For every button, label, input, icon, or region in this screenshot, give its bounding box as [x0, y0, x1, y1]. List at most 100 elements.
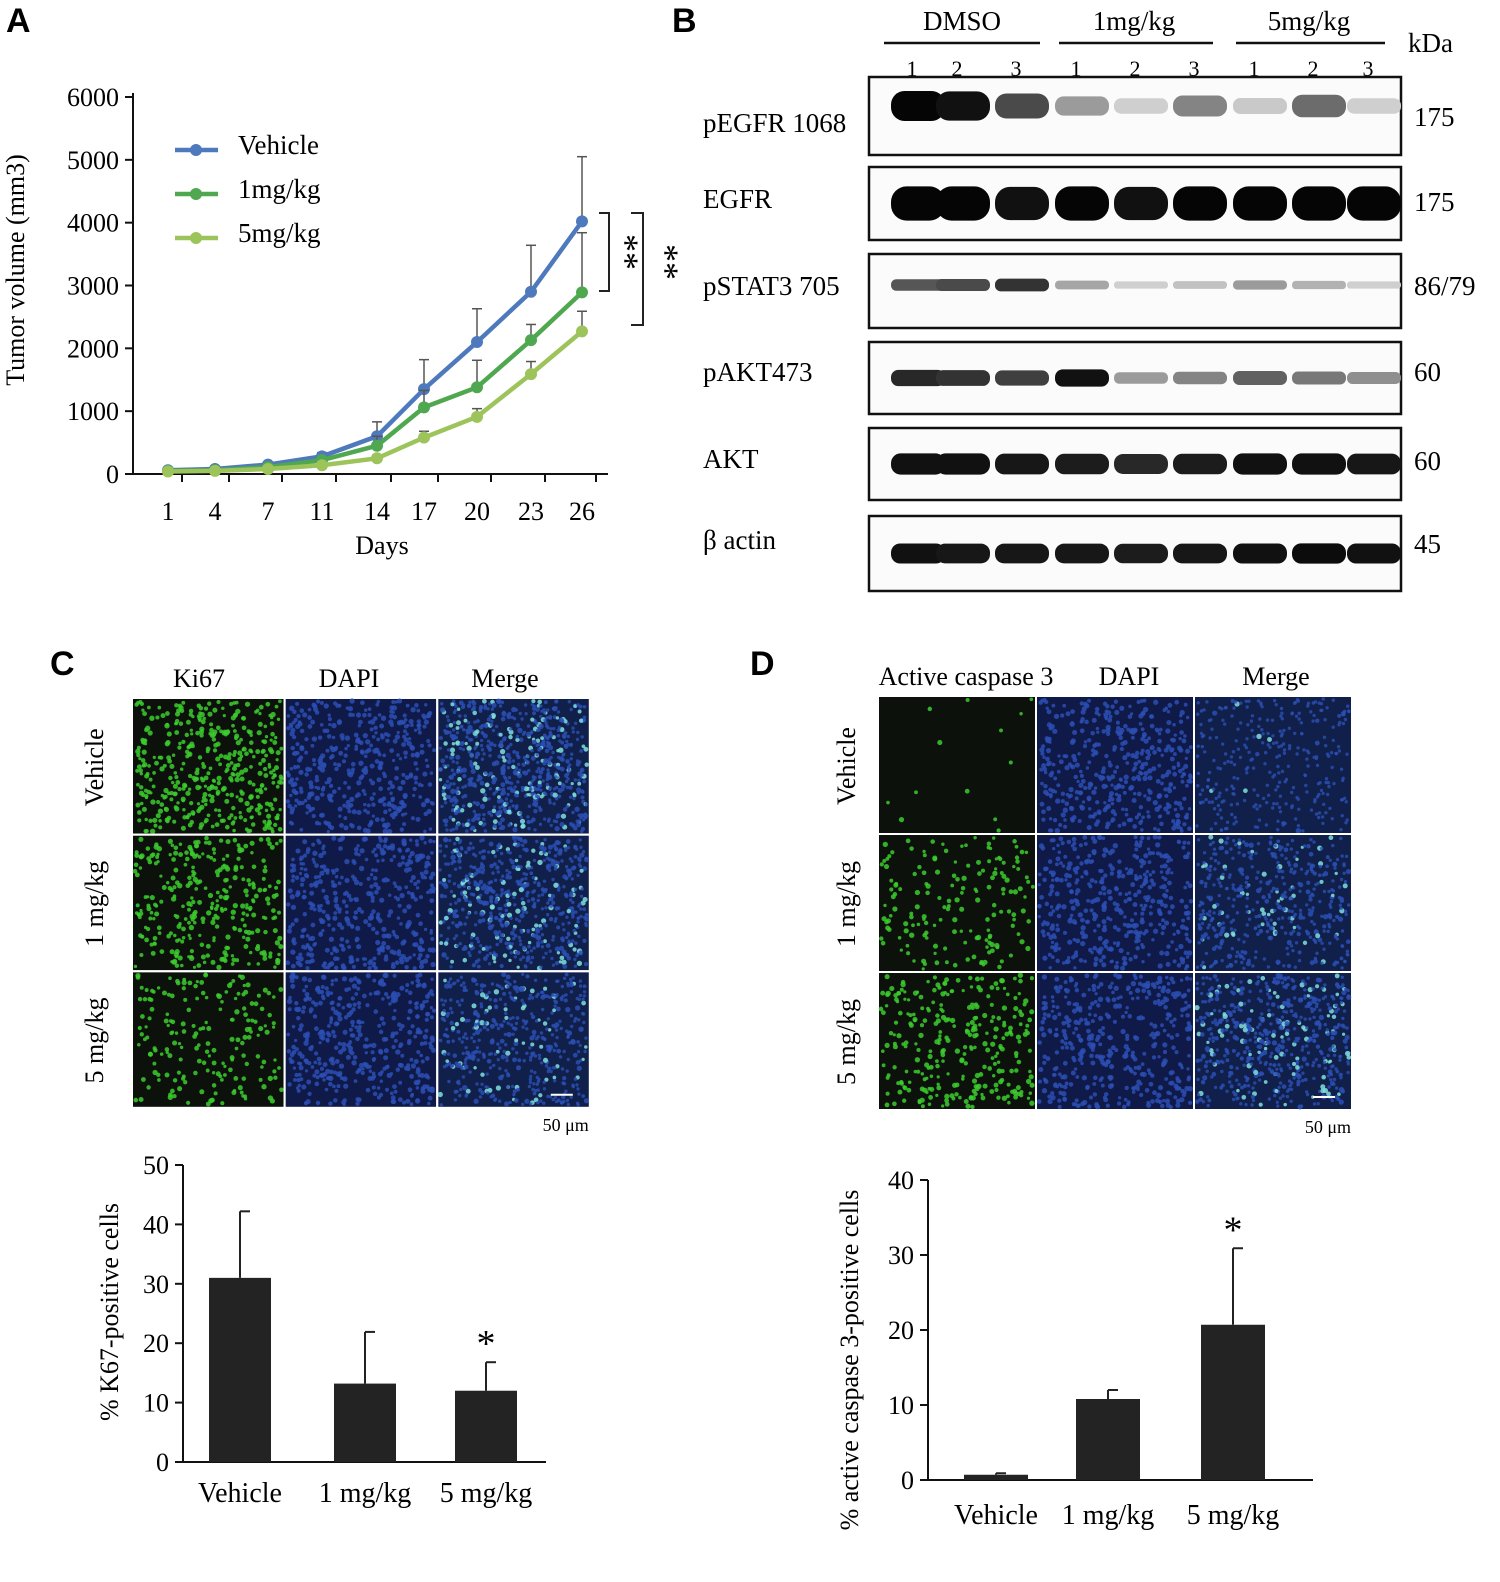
cell-dot [467, 1019, 470, 1022]
cell-dot [144, 818, 147, 821]
cell-dot [1200, 709, 1203, 712]
cell-dot [271, 908, 276, 913]
cell-dot [166, 881, 169, 884]
cell-dot [270, 732, 275, 737]
cell-dot [377, 1086, 381, 1090]
cell-dot [178, 852, 183, 857]
cell-dot [425, 1012, 430, 1017]
cell-dot [522, 1002, 525, 1005]
cell-dot [480, 788, 485, 793]
cell-dot [241, 1053, 246, 1058]
cell-dot [577, 905, 580, 908]
cell-dot [308, 997, 312, 1001]
cell-dot [146, 790, 151, 795]
cell-dot [1326, 793, 1329, 796]
cell-dot [511, 1085, 514, 1088]
cell-dot [1268, 771, 1271, 774]
cell-dot [511, 765, 515, 769]
cell-dot [494, 989, 499, 994]
cell-dot [417, 957, 421, 961]
cell-dot [210, 920, 215, 925]
cell-dot [149, 716, 154, 721]
cell-dot [172, 1094, 176, 1098]
cell-dot [318, 932, 323, 937]
cell-dot [202, 1061, 207, 1066]
cell-dot [559, 960, 562, 963]
cell-dot [324, 703, 329, 708]
cell-dot [937, 740, 942, 745]
cell-dot [439, 778, 442, 781]
cell-dot [1267, 737, 1272, 742]
cell-dot [1163, 787, 1167, 791]
cell-dot [365, 1044, 369, 1048]
cell-dot [510, 789, 513, 792]
cell-dot [372, 814, 375, 817]
cell-dot [490, 880, 493, 883]
cell-dot [500, 744, 503, 747]
cell-dot [178, 704, 183, 709]
cell-dot [442, 920, 445, 923]
cell-dot [140, 986, 144, 990]
blot-band [1055, 544, 1109, 564]
kda-value: 86/79 [1414, 271, 1476, 301]
cell-dot [393, 739, 398, 744]
cell-dot [494, 1005, 497, 1008]
cell-dot [1114, 700, 1118, 704]
cell-dot [546, 943, 551, 948]
cell-dot [1287, 765, 1290, 768]
cell-dot [182, 783, 187, 788]
cell-dot [1231, 699, 1235, 703]
data-point [576, 286, 588, 298]
cell-dot [489, 842, 494, 847]
cell-dot [453, 937, 456, 940]
blot-band [1233, 280, 1287, 289]
cell-dot [1095, 711, 1099, 715]
cell-dot [482, 813, 485, 816]
cell-dot [1322, 803, 1325, 806]
cell-dot [496, 1085, 501, 1090]
kda-value: 175 [1414, 102, 1455, 132]
cell-dot [226, 946, 230, 950]
cell-dot [318, 1001, 323, 1006]
cell-dot [467, 951, 470, 954]
cell-dot [444, 941, 448, 945]
cell-dot [493, 805, 496, 808]
cell-dot [177, 1086, 182, 1091]
cell-dot [138, 997, 142, 1001]
cell-dot [187, 921, 191, 925]
cell-dot [479, 705, 483, 709]
cell-dot [472, 846, 475, 849]
cell-dot [546, 716, 549, 719]
cell-dot [296, 742, 300, 746]
cell-dot [360, 700, 365, 705]
cell-dot [489, 787, 492, 790]
cell-dot [358, 1032, 363, 1037]
cell-dot [455, 736, 458, 739]
cell-dot [404, 965, 408, 969]
cell-dot [381, 927, 386, 932]
cell-dot [439, 941, 443, 945]
cell-dot [543, 859, 546, 862]
y-tick-label: 1000 [67, 397, 119, 426]
cell-dot [159, 900, 163, 904]
cell-dot [352, 965, 356, 969]
cell-dot [242, 725, 247, 730]
cell-dot [430, 1006, 433, 1009]
cell-dot [335, 1059, 340, 1064]
cell-dot [220, 1000, 224, 1004]
cell-dot [546, 768, 549, 771]
cell-dot [410, 981, 414, 985]
cell-dot [1316, 795, 1319, 798]
cell-dot [564, 998, 568, 1002]
cell-dot [1266, 784, 1269, 787]
cell-dot [518, 936, 521, 939]
cell-dot [543, 922, 546, 925]
cell-dot [374, 890, 379, 895]
cell-dot [541, 1008, 544, 1011]
cell-dot [571, 915, 574, 918]
cell-dot [531, 928, 535, 932]
cell-dot [1261, 741, 1264, 744]
cell-dot [406, 704, 410, 708]
cell-dot [1199, 793, 1202, 796]
blot-band [1292, 186, 1346, 220]
